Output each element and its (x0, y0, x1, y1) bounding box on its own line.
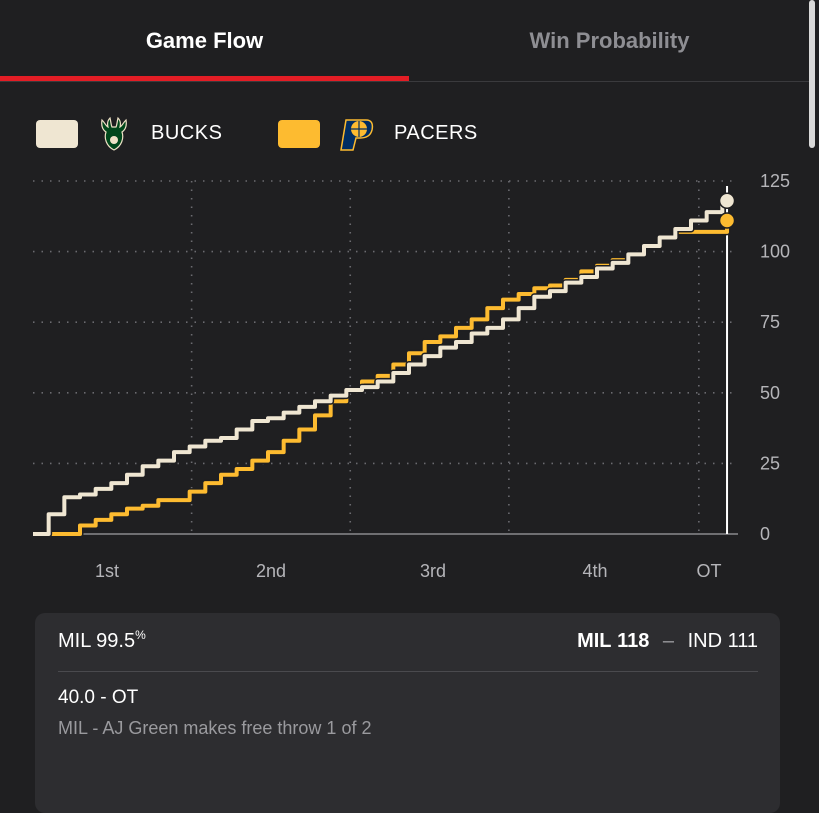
team2-label: IND (687, 630, 723, 652)
series-line-pacers (33, 220, 730, 536)
score-separator: – (662, 630, 675, 652)
team2-score: 111 (727, 630, 758, 652)
card-divider (58, 671, 758, 672)
x-period-label: 2nd (256, 561, 286, 581)
chart-grid (33, 180, 738, 535)
tab-game-flow[interactable]: Game Flow (145, 27, 264, 53)
pacers-color-swatch (278, 120, 320, 148)
scrollbar[interactable] (809, 0, 815, 148)
play-clock: 40.0 - OT (58, 687, 139, 708)
chart-end-markers (718, 192, 736, 229)
prob-value: 99.5 (96, 630, 136, 652)
y-tick-label: 0 (760, 524, 770, 544)
play-detail-card: MIL 99.5% MIL 118 – IND 111 40.0 - OT MI… (35, 613, 780, 813)
chart-series (33, 200, 731, 538)
series-line-outline (33, 200, 731, 538)
y-tick-label: 75 (760, 312, 780, 332)
y-tick-label: 25 (760, 453, 780, 473)
end-marker-pacers (718, 212, 736, 229)
active-tab-indicator (0, 76, 409, 81)
bucks-logo-icon (101, 116, 127, 151)
y-tick-label: 125 (760, 171, 790, 191)
score-line: MIL 118 – IND 111 (577, 630, 758, 653)
x-period-label: 4th (582, 561, 607, 581)
x-period-label: OT (697, 561, 722, 581)
prob-team: MIL (58, 630, 91, 652)
bucks-legend-label: BUCKS (151, 122, 223, 144)
pacers-logo-icon (340, 119, 374, 151)
x-period-label: 1st (95, 561, 119, 581)
x-axis-periods: 1st 2nd 3rd 4th OT (95, 561, 722, 581)
tab-win-probability[interactable]: Win Probability (529, 27, 690, 53)
bucks-color-swatch (36, 120, 78, 148)
end-marker-bucks (718, 192, 736, 210)
play-description: MIL - AJ Green makes free throw 1 of 2 (58, 718, 372, 738)
team1-score: 118 (617, 630, 650, 652)
win-probability: MIL 99.5% (58, 628, 146, 653)
team1-label: MIL (577, 630, 612, 652)
tab-bar: Game Flow Win Probability (0, 0, 810, 82)
series-line-bucks (33, 200, 730, 536)
chart-legend: BUCKS PACERS (0, 116, 810, 152)
prob-unit: % (135, 628, 146, 642)
y-tick-label: 100 (760, 242, 790, 262)
x-period-label: 3rd (420, 561, 446, 581)
y-axis-ticks: 0 25 50 75 100 125 (760, 171, 790, 544)
game-flow-chart: 0 25 50 75 100 125 1st 2nd 3rd 4th OT (33, 171, 790, 581)
pacers-legend-label: PACERS (394, 122, 478, 144)
y-tick-label: 50 (760, 383, 780, 403)
